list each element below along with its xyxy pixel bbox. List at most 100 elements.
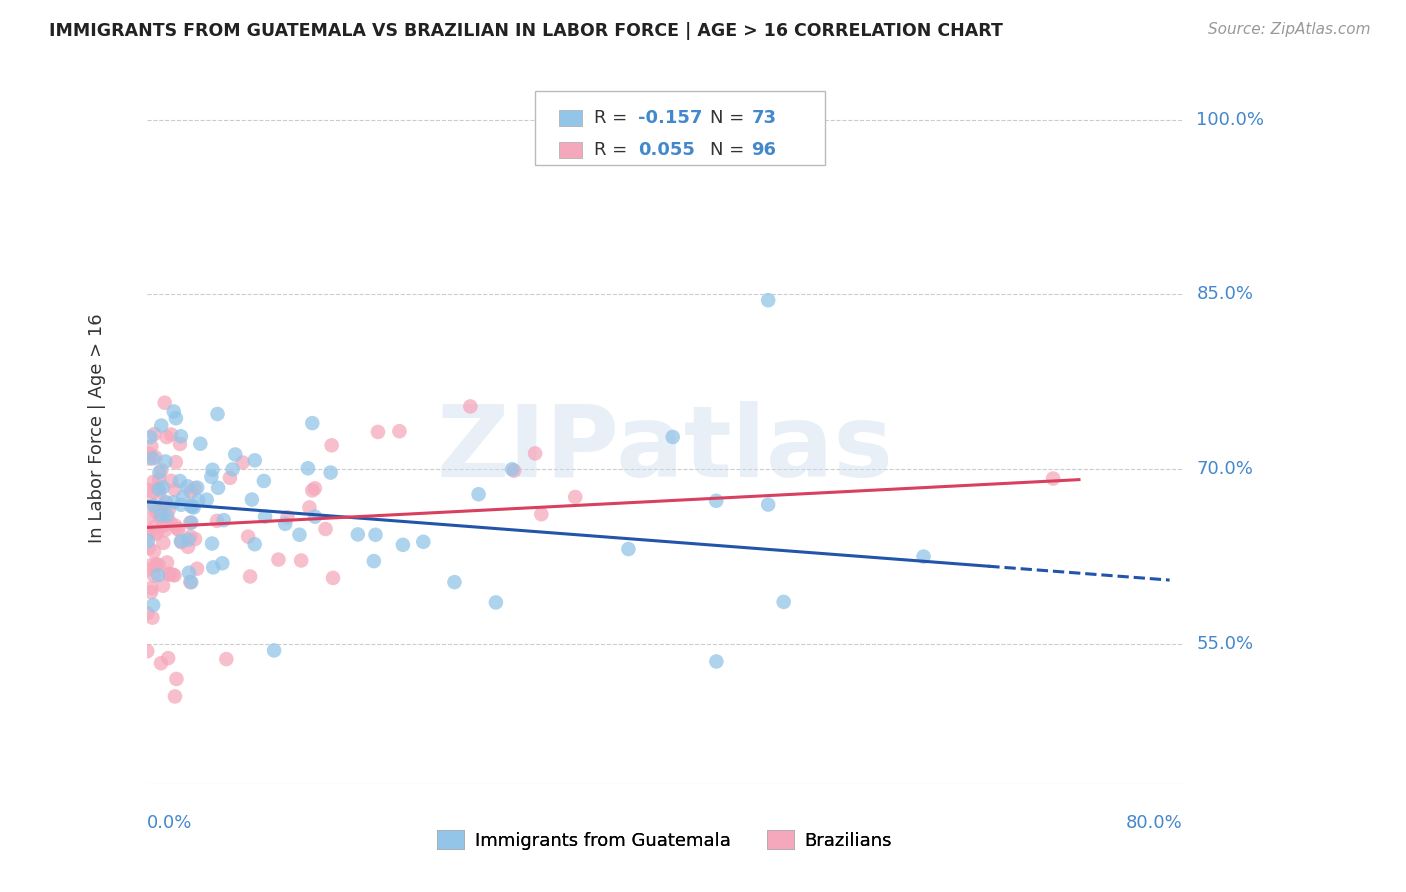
Point bbox=[143, 499, 166, 513]
Text: 80.0%: 80.0% bbox=[1126, 814, 1182, 832]
Point bbox=[139, 495, 162, 509]
FancyBboxPatch shape bbox=[560, 110, 582, 126]
Text: 96: 96 bbox=[752, 141, 776, 159]
Point bbox=[187, 493, 209, 508]
Point bbox=[186, 562, 208, 576]
Point bbox=[152, 518, 174, 533]
Point bbox=[503, 464, 526, 478]
Point bbox=[236, 530, 259, 544]
Point bbox=[172, 490, 194, 504]
Point bbox=[170, 498, 193, 512]
Point bbox=[232, 456, 254, 470]
Point bbox=[148, 466, 170, 480]
Point bbox=[661, 430, 683, 444]
Point bbox=[212, 513, 235, 527]
Point bbox=[142, 598, 165, 612]
Point bbox=[188, 436, 211, 450]
Point bbox=[183, 500, 205, 515]
Point bbox=[363, 554, 385, 568]
Legend: Immigrants from Guatemala, Brazilians: Immigrants from Guatemala, Brazilians bbox=[427, 822, 901, 859]
Point bbox=[145, 450, 167, 465]
Point bbox=[184, 481, 207, 495]
Point bbox=[155, 496, 177, 510]
Point bbox=[530, 507, 553, 521]
Point bbox=[153, 523, 176, 537]
Point bbox=[150, 418, 173, 433]
Point bbox=[152, 504, 174, 518]
Text: ZIPatlas: ZIPatlas bbox=[436, 401, 893, 499]
Point bbox=[301, 483, 323, 498]
Point bbox=[169, 474, 191, 488]
Point bbox=[163, 568, 186, 582]
Text: Source: ZipAtlas.com: Source: ZipAtlas.com bbox=[1208, 22, 1371, 37]
Point bbox=[170, 535, 193, 549]
Point bbox=[138, 447, 160, 461]
Point bbox=[207, 481, 229, 495]
Text: IMMIGRANTS FROM GUATEMALA VS BRAZILIAN IN LABOR FORCE | AGE > 16 CORRELATION CHA: IMMIGRANTS FROM GUATEMALA VS BRAZILIAN I… bbox=[49, 22, 1002, 40]
Point bbox=[367, 425, 389, 439]
Point bbox=[202, 560, 225, 574]
Point bbox=[301, 416, 323, 430]
Point bbox=[186, 481, 208, 495]
Point bbox=[141, 581, 163, 595]
Point bbox=[485, 595, 508, 609]
Text: N =: N = bbox=[710, 141, 751, 159]
Text: R =: R = bbox=[595, 109, 633, 127]
Text: 73: 73 bbox=[752, 109, 776, 127]
Point bbox=[159, 516, 181, 530]
Point bbox=[180, 516, 202, 530]
Point bbox=[181, 499, 204, 513]
Point bbox=[346, 527, 368, 541]
Point bbox=[200, 470, 222, 484]
Point bbox=[145, 505, 167, 519]
Point bbox=[163, 690, 186, 704]
Point bbox=[159, 566, 181, 581]
Point bbox=[756, 498, 779, 512]
Point bbox=[179, 516, 201, 530]
Point bbox=[156, 508, 179, 523]
Point bbox=[267, 552, 290, 566]
Point bbox=[170, 429, 193, 443]
Point bbox=[142, 475, 165, 489]
Text: 0.0%: 0.0% bbox=[146, 814, 193, 832]
Point bbox=[467, 487, 489, 501]
Point bbox=[176, 479, 198, 493]
Point bbox=[145, 527, 167, 541]
Point bbox=[150, 500, 173, 514]
Point bbox=[153, 395, 176, 409]
Point bbox=[148, 483, 170, 497]
Point bbox=[152, 579, 174, 593]
Point bbox=[460, 400, 482, 414]
Point bbox=[254, 509, 277, 524]
Point bbox=[136, 528, 159, 542]
Point bbox=[756, 293, 779, 308]
Point bbox=[163, 495, 186, 509]
Point bbox=[136, 522, 159, 536]
Point bbox=[364, 527, 387, 541]
Text: 85.0%: 85.0% bbox=[1197, 285, 1254, 303]
Point bbox=[304, 481, 326, 495]
Point bbox=[177, 540, 200, 554]
Point bbox=[148, 473, 170, 487]
Point bbox=[142, 451, 165, 466]
Point bbox=[141, 508, 163, 523]
Text: R =: R = bbox=[595, 141, 633, 159]
Point bbox=[201, 463, 224, 477]
Point bbox=[253, 474, 276, 488]
Point bbox=[136, 563, 159, 577]
Point bbox=[145, 524, 167, 539]
Point bbox=[141, 439, 163, 453]
Point bbox=[195, 492, 218, 507]
Point bbox=[155, 516, 177, 531]
Point bbox=[170, 534, 193, 549]
Point bbox=[243, 537, 266, 551]
Point bbox=[136, 483, 159, 497]
Point bbox=[180, 500, 202, 514]
Point bbox=[205, 514, 228, 528]
Point bbox=[141, 610, 163, 624]
Point bbox=[290, 553, 312, 567]
Point bbox=[155, 454, 177, 468]
Point bbox=[443, 575, 465, 590]
Point bbox=[160, 474, 183, 488]
Point bbox=[180, 530, 202, 544]
